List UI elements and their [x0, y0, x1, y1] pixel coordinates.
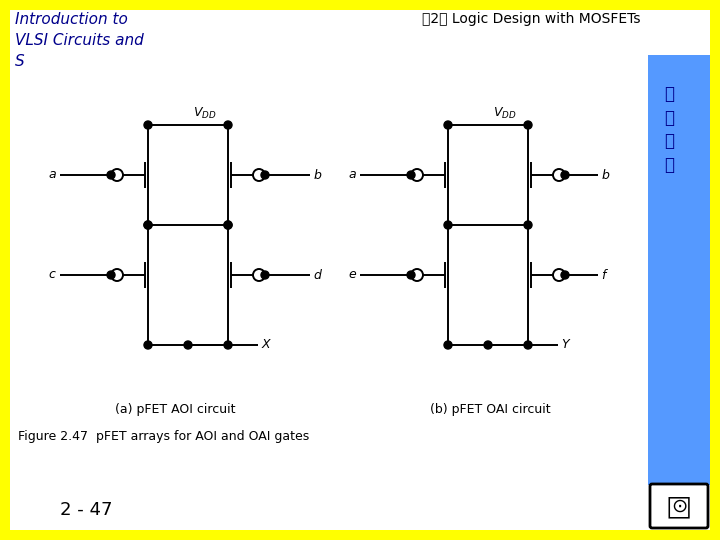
Circle shape	[144, 121, 152, 129]
Bar	[648, 55, 710, 485]
Circle shape	[524, 221, 532, 229]
Circle shape	[444, 221, 452, 229]
Circle shape	[484, 341, 492, 349]
Text: Introduction to
VLSI Circuits and
S: Introduction to VLSI Circuits and S	[15, 12, 144, 69]
Circle shape	[553, 269, 565, 281]
Circle shape	[407, 271, 415, 279]
Circle shape	[411, 269, 423, 281]
Circle shape	[144, 221, 152, 229]
Circle shape	[224, 221, 232, 229]
Text: $e$: $e$	[348, 268, 357, 281]
Circle shape	[107, 271, 115, 279]
Circle shape	[111, 269, 123, 281]
Circle shape	[224, 121, 232, 129]
Text: ⊙: ⊙	[671, 496, 687, 516]
Circle shape	[224, 341, 232, 349]
Circle shape	[444, 341, 452, 349]
Text: $a$: $a$	[348, 168, 357, 181]
Text: (a) pFET AOI circuit: (a) pFET AOI circuit	[114, 403, 235, 416]
Circle shape	[444, 121, 452, 129]
Circle shape	[111, 169, 123, 181]
Text: Figure 2.47  pFET arrays for AOI and OAI gates: Figure 2.47 pFET arrays for AOI and OAI …	[18, 430, 310, 443]
Text: (b) pFET OAI circuit: (b) pFET OAI circuit	[430, 403, 550, 416]
Circle shape	[107, 171, 115, 179]
Text: $b$: $b$	[601, 168, 611, 182]
Text: $V_{DD}$: $V_{DD}$	[493, 106, 517, 121]
Circle shape	[524, 121, 532, 129]
Text: $V_{DD}$: $V_{DD}$	[193, 106, 217, 121]
Text: $f$: $f$	[601, 268, 609, 282]
Circle shape	[224, 221, 232, 229]
Circle shape	[411, 169, 423, 181]
Text: $d$: $d$	[313, 268, 323, 282]
Circle shape	[407, 171, 415, 179]
Circle shape	[561, 271, 569, 279]
Circle shape	[553, 169, 565, 181]
Text: $Y$: $Y$	[561, 339, 572, 352]
Circle shape	[253, 169, 265, 181]
Circle shape	[561, 171, 569, 179]
Text: 2 - 47: 2 - 47	[60, 501, 112, 519]
Text: □: □	[666, 492, 692, 520]
Circle shape	[144, 221, 152, 229]
Text: $a$: $a$	[48, 168, 57, 181]
Text: $b$: $b$	[313, 168, 323, 182]
Circle shape	[253, 269, 265, 281]
Text: 以
機
國
體: 以 機 國 體	[664, 85, 674, 174]
Text: 第2章 Logic Design with MOSFETs: 第2章 Logic Design with MOSFETs	[421, 12, 640, 26]
Text: $X$: $X$	[261, 339, 272, 352]
Circle shape	[144, 341, 152, 349]
FancyBboxPatch shape	[650, 484, 708, 528]
Circle shape	[184, 341, 192, 349]
Text: $c$: $c$	[48, 268, 57, 281]
Circle shape	[261, 171, 269, 179]
Circle shape	[524, 341, 532, 349]
Circle shape	[261, 271, 269, 279]
